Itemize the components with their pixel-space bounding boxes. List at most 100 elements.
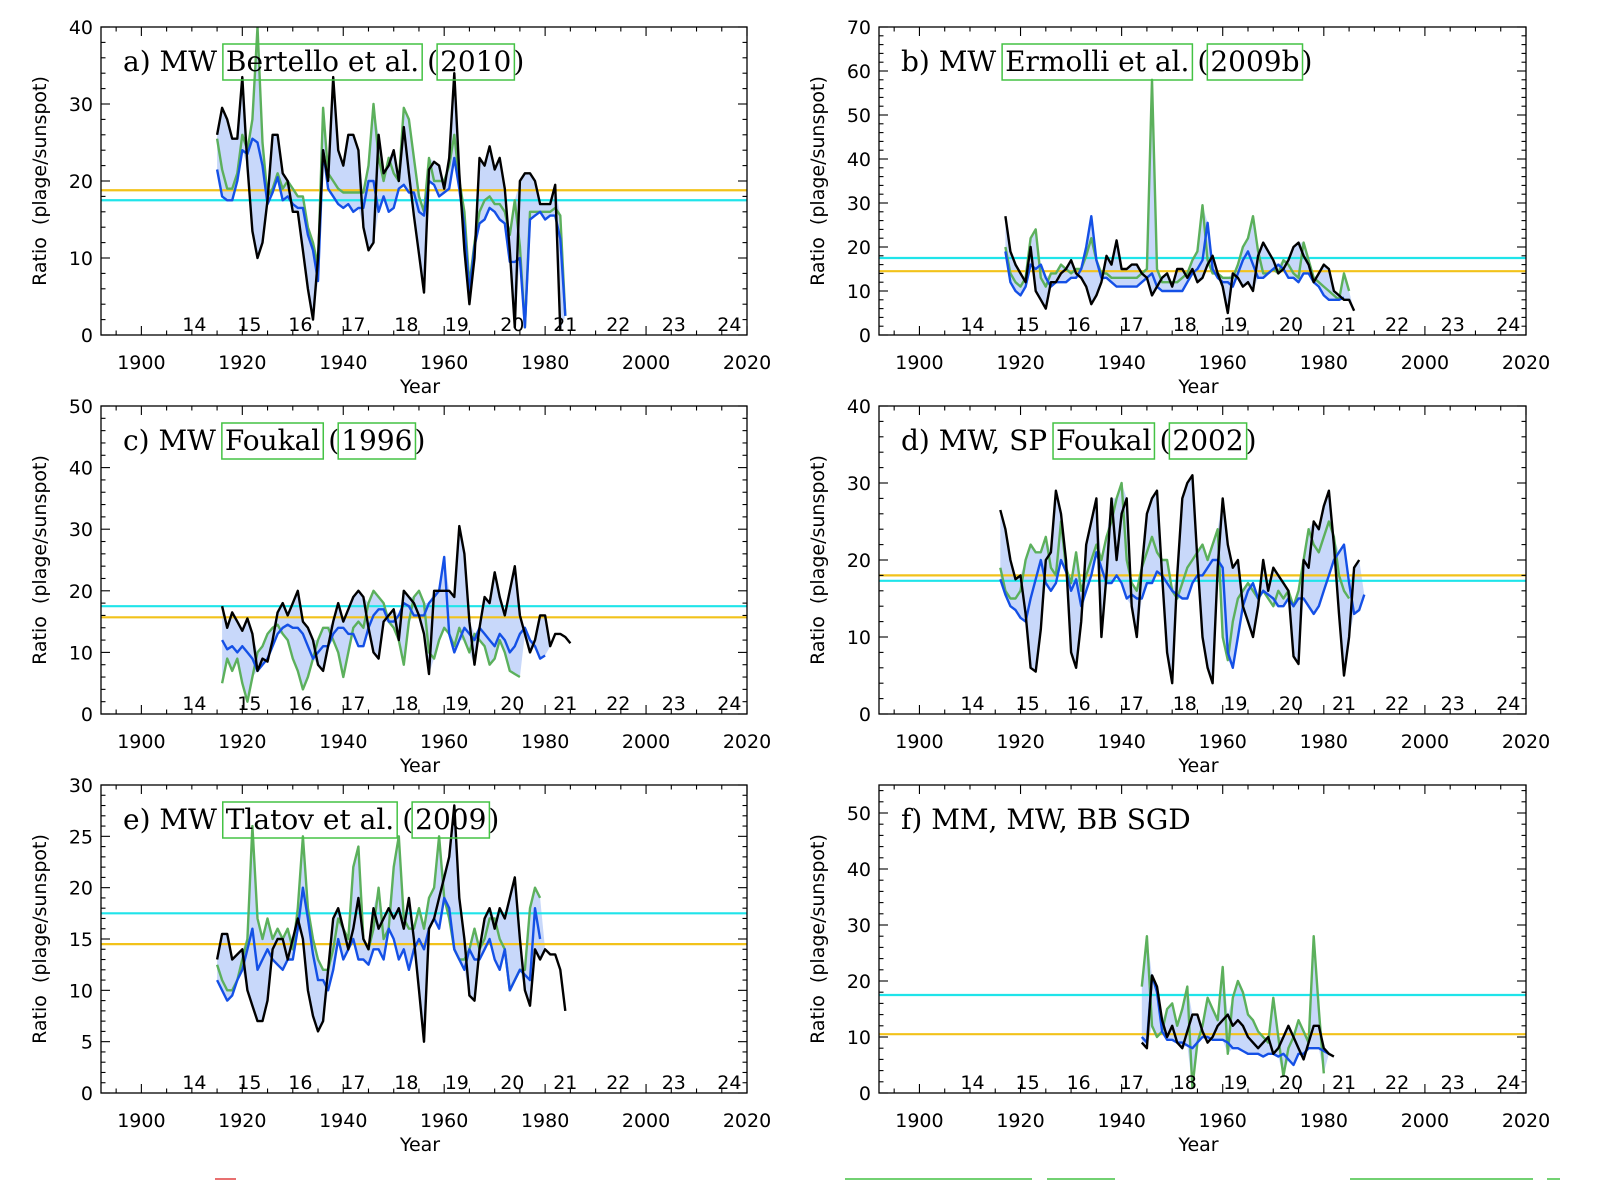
cycle-number: 24 (717, 314, 741, 336)
cycle-number: 15 (1016, 1072, 1040, 1094)
x-tick-label: 2000 (1401, 731, 1449, 753)
cycle-number: 15 (237, 693, 261, 715)
axes-frame (878, 26, 1527, 336)
axes-frame (878, 784, 1527, 1094)
cycle-number: 15 (237, 1072, 261, 1094)
y-tick-label: 40 (69, 17, 93, 39)
y-tick-label: 70 (847, 17, 871, 39)
x-tick-label: 1960 (420, 731, 468, 753)
cycle-number: 17 (341, 1072, 365, 1094)
y-tick-label: 30 (69, 94, 93, 116)
plot-area (101, 524, 747, 703)
y-tick-label: 0 (81, 1083, 93, 1105)
ref-author-box (221, 422, 325, 460)
uncertainty-band (1005, 79, 1355, 313)
series-black (215, 804, 567, 1043)
series-green (1004, 78, 1351, 301)
cycle-number: 15 (1016, 314, 1040, 336)
y-tick-label: 40 (847, 859, 871, 881)
cycle-number: 21 (1332, 693, 1356, 715)
cycle-number: 22 (606, 1072, 630, 1094)
panel-title-prefix: a) MW (123, 45, 226, 78)
ref-year-box (337, 422, 417, 460)
series-green (999, 481, 1351, 662)
cycle-number: 15 (237, 314, 261, 336)
x-tick-label: 1940 (319, 1110, 367, 1132)
ref-author-box (222, 43, 423, 81)
cycle-number: 19 (445, 693, 469, 715)
paren-close: ) (513, 45, 524, 78)
paren-close: ) (414, 424, 425, 457)
y-tick-label: 20 (69, 171, 93, 193)
x-tick-label: 2000 (622, 731, 670, 753)
x-tick-label: 1980 (1300, 731, 1348, 753)
cycle-number: 23 (1441, 693, 1465, 715)
uncertainty-band (1141, 936, 1334, 1088)
x-tick-label: 1960 (1199, 731, 1247, 753)
plot-area (879, 78, 1526, 315)
y-tick-label: 50 (847, 803, 871, 825)
x-tick-label: 1940 (319, 352, 367, 374)
cycle-number: 23 (662, 1072, 686, 1094)
ref-year: 2009b (1210, 45, 1299, 78)
x-tick-label: 1900 (117, 731, 165, 753)
series-green (215, 824, 542, 992)
ref-author: Bertello et al. (226, 45, 419, 78)
cycle-number: 21 (1332, 314, 1356, 336)
ref-author-box (1001, 43, 1194, 81)
panel-title: c) MW Foukal(1996) (123, 422, 425, 460)
series-green (220, 589, 521, 703)
y-axis-label: Ratio (plage/sunspot) (807, 455, 829, 665)
cycle-number: 16 (288, 314, 312, 336)
series-blue (215, 137, 567, 329)
y-tick-label: 30 (69, 775, 93, 797)
y-tick-label: 20 (847, 971, 871, 993)
panel-title: f) MM, MW, BB SGD (901, 803, 1191, 836)
cycle-number: 23 (662, 693, 686, 715)
x-tick-label: 1960 (420, 1110, 468, 1132)
x-axis-label: Year (399, 1134, 440, 1156)
ref-author: Foukal (225, 424, 320, 457)
cycle-number: 22 (606, 693, 630, 715)
cycle-number: 14 (960, 693, 984, 715)
x-tick-label: 1920 (996, 352, 1044, 374)
ref-year-box (436, 43, 516, 81)
x-tick-label: 1920 (218, 352, 266, 374)
cycle-number: 15 (1016, 693, 1040, 715)
ref-year-box (411, 801, 491, 839)
y-tick-label: 30 (847, 193, 871, 215)
ref-year: 2010 (440, 45, 511, 78)
cycle-number: 20 (500, 314, 524, 336)
cycle-number: 16 (288, 1072, 312, 1094)
x-tick-label: 2020 (723, 1110, 771, 1132)
cycle-number: 16 (1067, 314, 1091, 336)
paren-open: ( (328, 424, 339, 457)
y-axis-label: Ratio (plage/sunspot) (29, 76, 51, 286)
y-tick-label: 10 (847, 627, 871, 649)
cycle-number: 18 (1173, 1072, 1197, 1094)
paren-close: ) (1246, 424, 1257, 457)
y-tick-label: 60 (847, 61, 871, 83)
y-tick-label: 10 (69, 642, 93, 664)
paren-close: ) (1302, 45, 1313, 78)
y-tick-label: 0 (859, 704, 871, 726)
x-tick-label: 1940 (1097, 1110, 1145, 1132)
panel-title: d) MW, SP Foukal(2002) (901, 422, 1257, 460)
y-tick-label: 50 (847, 105, 871, 127)
plot-area (879, 935, 1526, 1089)
x-tick-label: 2000 (622, 1110, 670, 1132)
cycle-number: 18 (394, 693, 418, 715)
y-tick-label: 20 (847, 550, 871, 572)
cycle-number: 20 (500, 1072, 524, 1094)
ref-year: 2009 (415, 803, 486, 836)
y-tick-label: 50 (69, 396, 93, 418)
paren-open: ( (427, 45, 438, 78)
cycle-number: 20 (500, 693, 524, 715)
cycle-number: 17 (1120, 314, 1144, 336)
x-tick-label: 2020 (1502, 731, 1550, 753)
x-tick-label: 1920 (218, 1110, 266, 1132)
x-tick-label: 2000 (622, 352, 670, 374)
y-tick-label: 0 (81, 325, 93, 347)
panel-title-prefix: f) MM, MW, BB SGD (901, 803, 1191, 836)
